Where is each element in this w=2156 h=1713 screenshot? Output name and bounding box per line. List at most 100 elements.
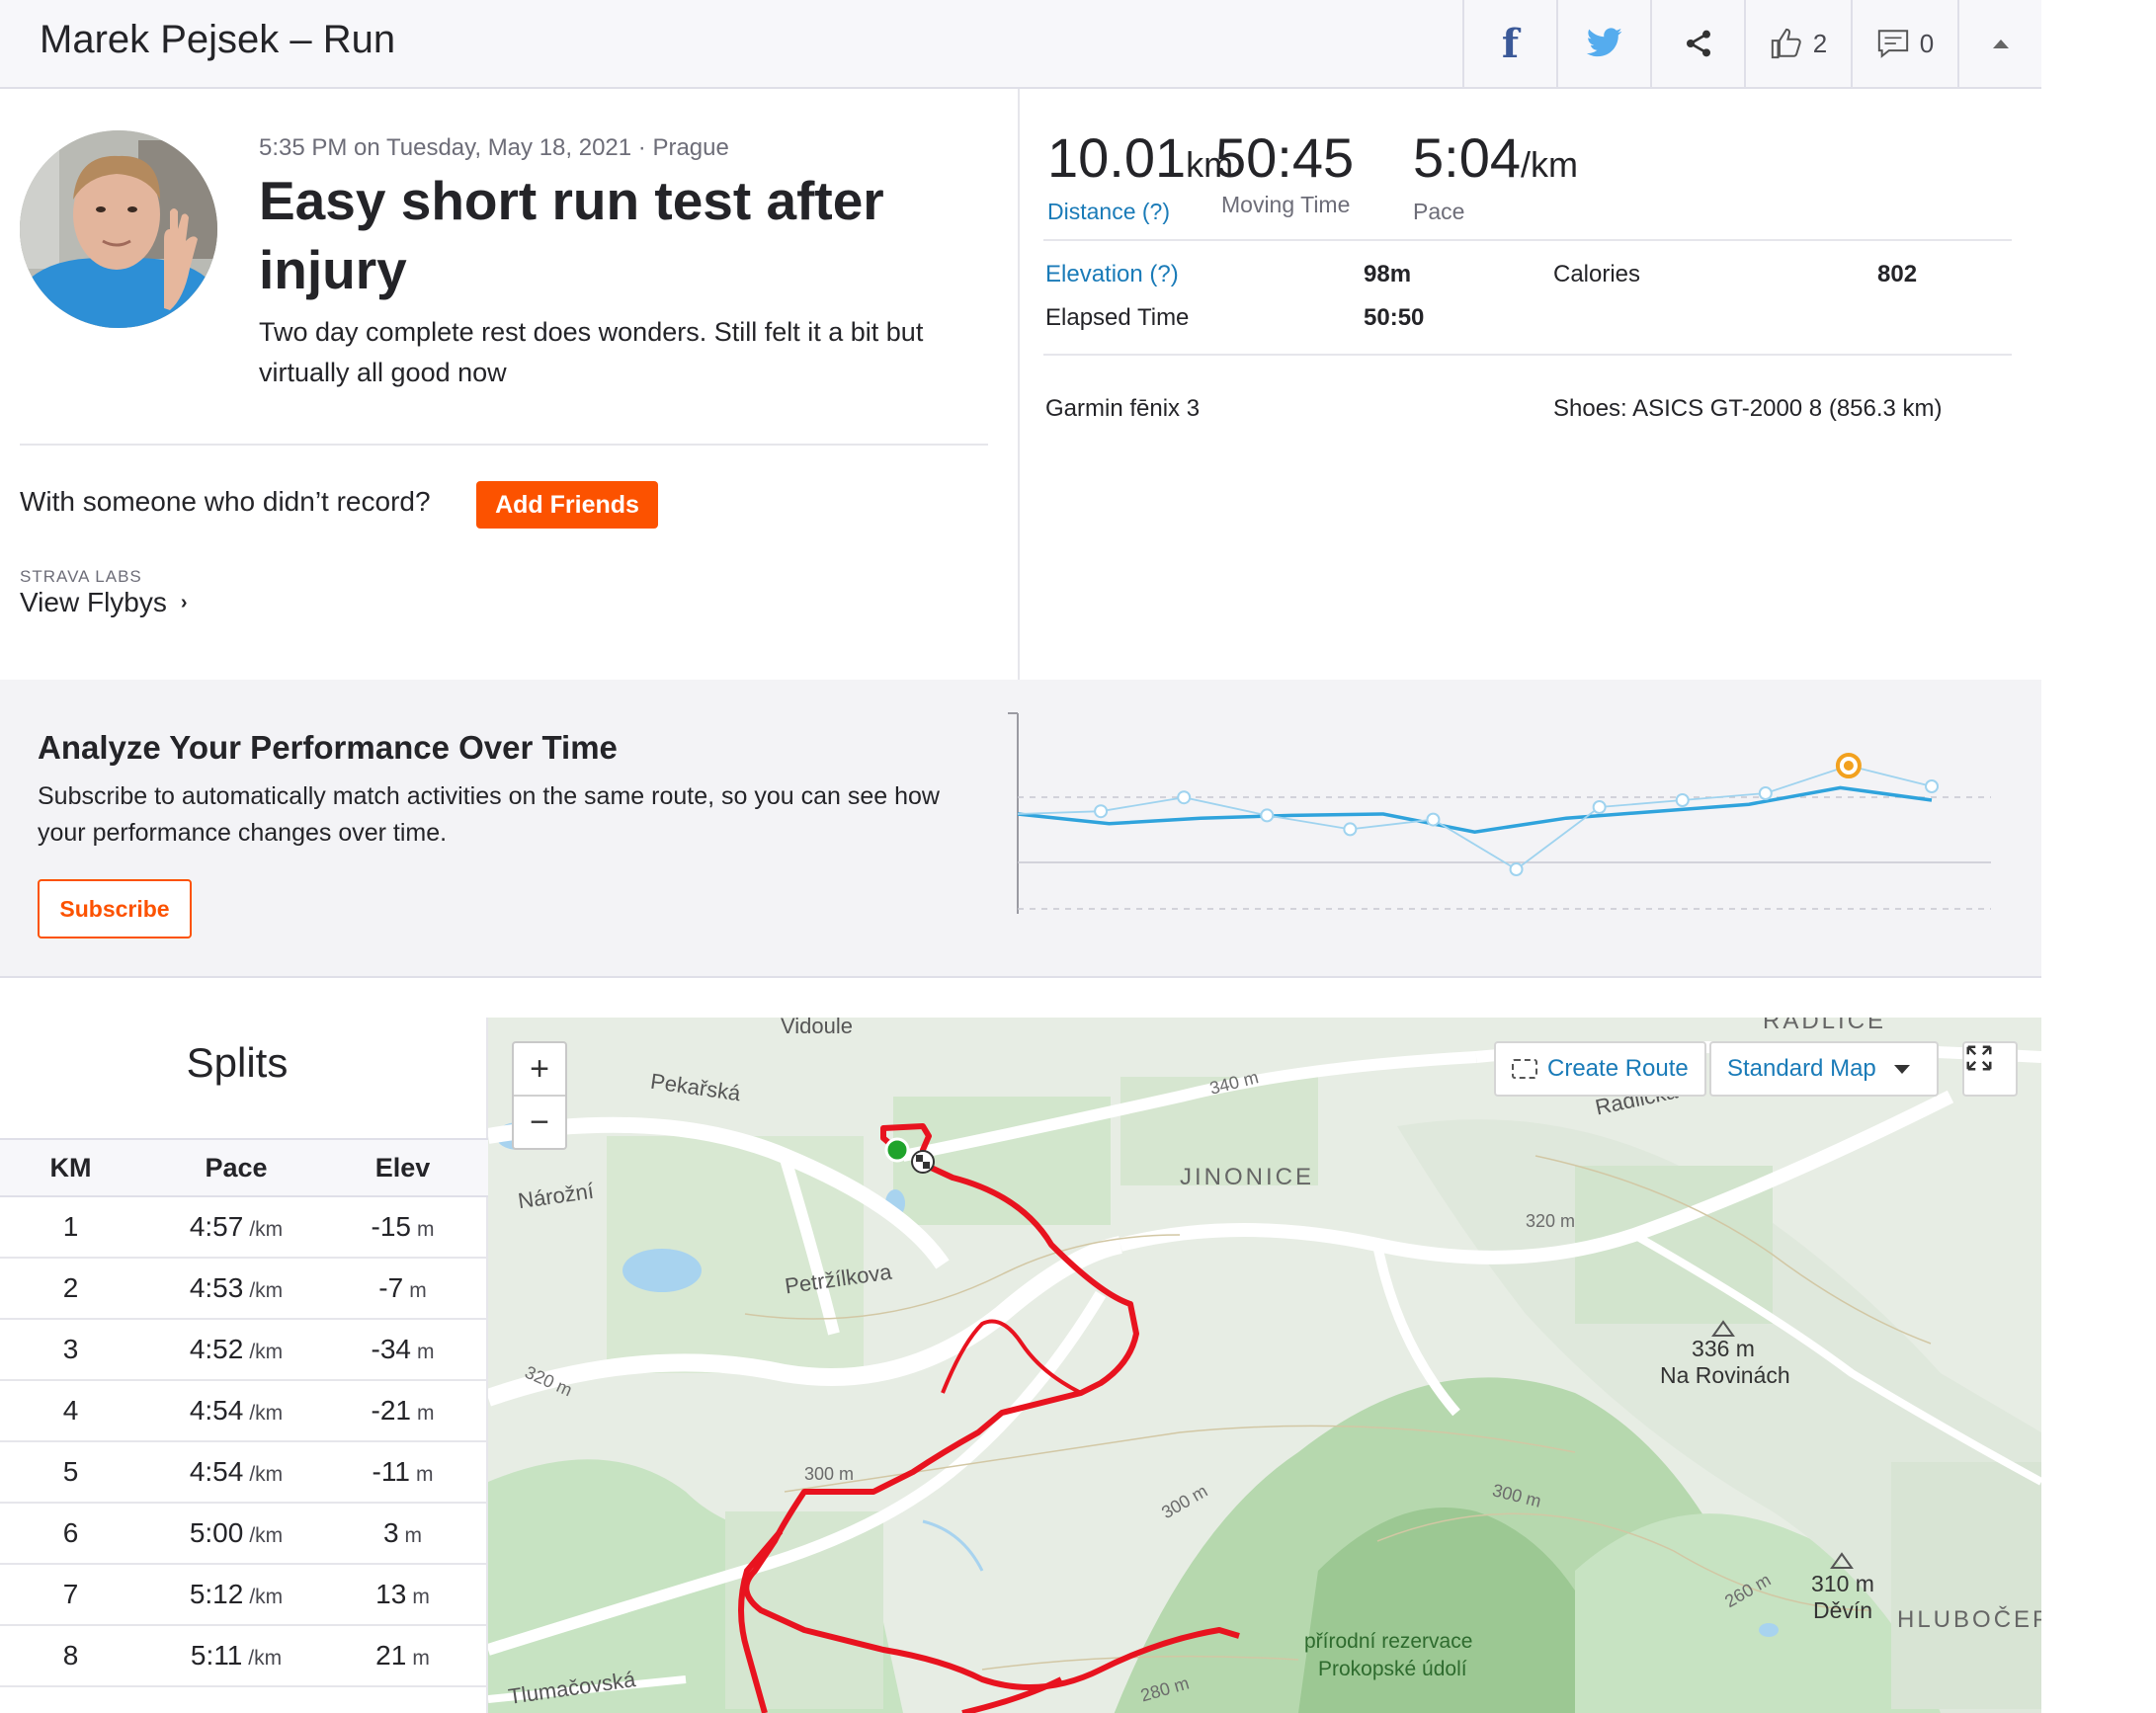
distance-label[interactable]: Distance (?) (1047, 199, 1170, 224)
split-row[interactable]: 7 5:12/km 13 m (0, 1565, 488, 1626)
split-row[interactable]: 5 4:54/km -11 m (0, 1442, 488, 1504)
view-flybys-link[interactable]: View Flybys › (20, 587, 188, 618)
chart-point[interactable] (1094, 804, 1109, 819)
chart-point[interactable] (1509, 862, 1524, 876)
analyze-description: Subscribe to automatically match activit… (38, 782, 940, 847)
elevation-label[interactable]: Elevation (?) (1045, 261, 1179, 287)
map-label-jinonice: JINONICE (1180, 1164, 1315, 1190)
chart-highlight-dot (1843, 761, 1854, 771)
route-start-marker[interactable] (884, 1137, 910, 1163)
shoes-info: Shoes: ASICS GT-2000 8 (856.3 km) (1553, 395, 1943, 422)
pace-column-header: Pace (205, 1152, 268, 1183)
divider (1043, 354, 2012, 356)
residential-block (1891, 1462, 2041, 1709)
subscribe-button[interactable]: Subscribe (38, 879, 192, 938)
distance-value: 10.01 (1047, 126, 1187, 189)
chart-point[interactable] (1592, 800, 1607, 814)
split-row[interactable]: 2 4:53/km -7 m (0, 1259, 488, 1320)
split-km: 1 (62, 1211, 79, 1242)
road (901, 1051, 1477, 1162)
collapse-button[interactable] (1957, 0, 2041, 87)
divider (1043, 239, 2012, 241)
chart-series-line (1017, 785, 1933, 834)
with-someone-prompt: With someone who didn’t record? (20, 486, 431, 517)
split-km: 3 (62, 1334, 79, 1364)
chart-point[interactable] (1343, 822, 1358, 837)
analyze-title: Analyze Your Performance Over Time (38, 729, 618, 766)
splits-title: Splits (186, 1039, 289, 1086)
distance-unit: km (1186, 144, 1234, 185)
calories-label: Calories (1553, 261, 1641, 287)
activity-route (743, 1123, 1240, 1690)
route-finish-marker[interactable] (911, 1150, 935, 1174)
create-route-button[interactable]: Create Route (1494, 1041, 1706, 1097)
calories-value: 802 (1877, 261, 1918, 287)
distance-stat: 10.01km Distance (?) (1047, 126, 1233, 225)
chart-point[interactable] (1675, 793, 1690, 807)
analyze-performance-banner: Analyze Your Performance Over Time Subsc… (0, 680, 2041, 978)
avatar[interactable] (20, 130, 217, 328)
chart-point[interactable] (1177, 790, 1192, 805)
split-pace: 5:00/km (189, 1517, 284, 1548)
add-friends-button[interactable]: Add Friends (476, 481, 658, 529)
map-label-nature-reserve-name: Prokopské údolí (1318, 1658, 1467, 1680)
chart-point[interactable] (1426, 812, 1441, 827)
road (488, 1290, 1107, 1656)
open-area (1397, 1119, 2041, 1713)
residential-block (1120, 1077, 1318, 1185)
avatar-photo (20, 130, 217, 328)
activity-name: Easy short run test after injury (259, 170, 884, 300)
contour-label: 300 m (804, 1464, 855, 1484)
chart-point[interactable] (1925, 779, 1939, 793)
comment-icon (1877, 30, 1908, 58)
pace-label: Pace (1413, 199, 1465, 224)
facebook-share-button[interactable]: f (1462, 0, 1556, 87)
create-route-label: Create Route (1547, 1055, 1689, 1082)
map-type-label: Standard Map (1727, 1055, 1876, 1082)
map-type-dropdown[interactable]: Standard Map (1709, 1041, 1939, 1097)
split-km: 7 (62, 1579, 79, 1609)
split-row[interactable]: 6 5:00/km 3 m (0, 1504, 488, 1565)
split-elev: -21 m (371, 1395, 435, 1426)
zoom-in-button[interactable]: + (530, 1049, 549, 1088)
share-button[interactable] (1650, 0, 1744, 87)
split-pace: 4:53/km (189, 1272, 284, 1303)
elevation-value: 98m (1364, 261, 1412, 287)
kudos-button[interactable]: 2 (1744, 0, 1851, 87)
split-km: 8 (62, 1640, 79, 1671)
device-name: Garmin fēnix 3 (1045, 395, 1201, 422)
map-label-hluboce: HLUBOČEP (1897, 1606, 2041, 1633)
contour-label: 320 m (1526, 1211, 1576, 1231)
zoom-out-button[interactable]: − (530, 1102, 549, 1141)
split-row[interactable]: 1 4:57/km -15 m (0, 1197, 488, 1259)
map-zoom-control: + − (512, 1041, 567, 1150)
twitter-share-button[interactable] (1556, 0, 1650, 87)
chevron-down-icon (1893, 1064, 1910, 1074)
split-row[interactable]: 8 5:11/km 21 m (0, 1626, 488, 1687)
route-map[interactable]: Vidoule RADLICE Pekařská Nárožní JINONIC… (488, 1018, 2041, 1713)
chart-point[interactable] (1260, 808, 1275, 823)
divider (20, 444, 988, 446)
map-label-summit: 336 m Na Rovinách (1660, 1336, 1790, 1388)
comments-button[interactable]: 0 (1851, 0, 1957, 87)
split-elev: -15 m (371, 1211, 435, 1242)
fullscreen-button[interactable] (1962, 1041, 2018, 1097)
activity-header: Marek Pejsek – Run f 2 0 (0, 0, 2041, 89)
split-elev: 13 m (375, 1579, 430, 1609)
split-pace: 4:57/km (189, 1211, 284, 1242)
splits-panel: Splits KM Pace Elev 1 4:57/km -15 m 2 4:53/km… (0, 1018, 488, 1713)
split-row[interactable]: 4 4:54/km -21 m (0, 1381, 488, 1442)
split-km: 2 (62, 1272, 79, 1303)
road (488, 1675, 687, 1703)
road (1632, 1231, 2041, 1486)
elapsed-time-label: Elapsed Time (1045, 304, 1190, 331)
chart-point[interactable] (1758, 786, 1773, 800)
chevron-right-icon: › (180, 591, 188, 613)
split-elev: -7 m (378, 1272, 427, 1303)
road (779, 1154, 840, 1336)
view-flybys-label: View Flybys (20, 587, 167, 617)
forest-area (1298, 1508, 1602, 1713)
split-row[interactable]: 3 4:52/km -34 m (0, 1320, 488, 1381)
map-label-nature-reserve: přírodní rezervace (1304, 1630, 1473, 1653)
map-canvas[interactable] (488, 1018, 2041, 1713)
